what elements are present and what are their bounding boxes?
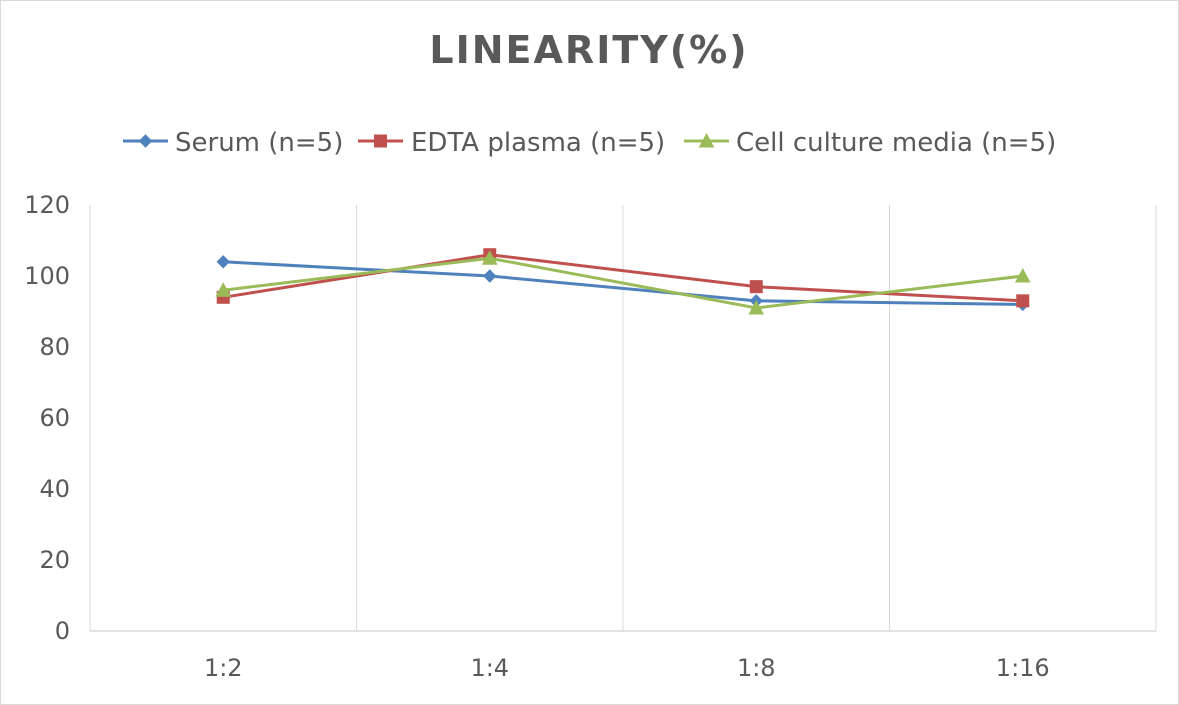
series-line (223, 253, 1023, 303)
legend-item-serum: Serum (n=5) (123, 128, 343, 158)
data-point-marker (216, 255, 230, 269)
x-tick-label: 1:4 (470, 654, 509, 682)
y-tick-label: 20 (39, 546, 70, 574)
series-line (223, 256, 1023, 310)
data-point-marker (215, 282, 232, 297)
legend-marker-cell-culture-media (698, 132, 715, 148)
data-point-marker (481, 250, 498, 265)
gridlines (89, 205, 1157, 632)
x-tick-label: 1:16 (996, 654, 1050, 682)
y-tick-label: 100 (24, 262, 70, 290)
series-line (223, 260, 1023, 306)
data-point-marker (1016, 294, 1030, 308)
legend-marker-shape (138, 134, 153, 148)
legend-marker-shape (698, 132, 715, 148)
series-2 (215, 250, 1031, 315)
series-lines (215, 248, 1031, 315)
x-tick-label: 1:2 (204, 654, 243, 682)
legend-item-cell-culture-media: Cell culture media (n=5) (684, 128, 1056, 158)
y-tick-label: 0 (55, 617, 70, 645)
data-point-marker (483, 269, 497, 283)
legend-marker-serum (138, 134, 153, 148)
legend-marker-shape (374, 134, 387, 148)
y-tick-label: 60 (39, 404, 70, 432)
x-tick-label: 1:8 (737, 654, 776, 682)
y-tick-label: 80 (39, 333, 70, 361)
y-tick-label: 40 (39, 475, 70, 503)
legend-label-serum: Serum (n=5) (175, 128, 343, 158)
data-point-marker (749, 280, 763, 294)
x-axis-tick-labels: 1:2 1:4 1:8 1:16 (204, 654, 1050, 682)
data-point-marker (748, 299, 765, 315)
y-axis-tick-labels: 0 20 40 60 80 100 120 (24, 191, 70, 645)
chart-legend: Serum (n=5) EDTA plasma (n=5) Cell cultu… (123, 128, 1056, 158)
legend-label-edta-plasma: EDTA plasma (n=5) (411, 128, 665, 158)
legend-marker-edta-plasma (374, 134, 387, 148)
legend-label-cell-culture-media: Cell culture media (n=5) (736, 128, 1056, 158)
data-point-marker (1014, 267, 1031, 283)
legend-item-edta-plasma: EDTA plasma (n=5) (358, 128, 665, 158)
y-tick-label: 120 (24, 191, 70, 219)
chart-title: LINEARITY(%) (429, 28, 748, 72)
